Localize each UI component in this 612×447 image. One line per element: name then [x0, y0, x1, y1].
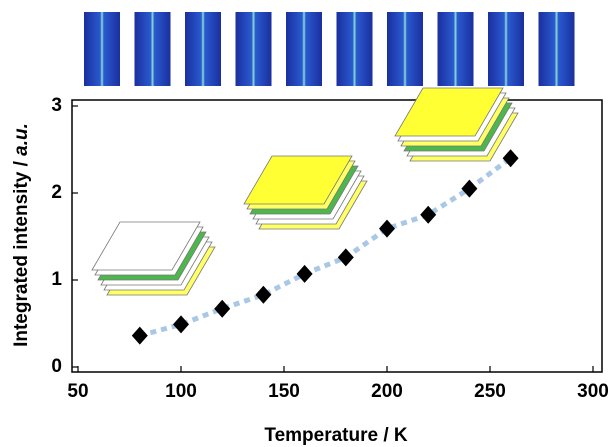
y-tick-label: 2 [51, 182, 62, 203]
data-point [337, 248, 354, 267]
data-point [461, 179, 478, 198]
y-tick-label: 1 [51, 269, 62, 290]
layer [243, 155, 353, 205]
x-tick-label: 100 [165, 381, 197, 402]
layer [91, 221, 201, 271]
data-point [296, 264, 313, 283]
trend-line [139, 156, 513, 339]
diffraction-panel [185, 12, 221, 86]
diffraction-panel [538, 12, 575, 86]
y-tick-label: 0 [51, 356, 62, 377]
data-point [502, 149, 519, 168]
y-tick-label: 3 [51, 95, 62, 116]
diffraction-panel [336, 12, 373, 86]
data-point [255, 285, 272, 304]
data-point [214, 299, 231, 318]
y-axis-label: Integrated intensity / a.u. [11, 123, 32, 347]
diffraction-panel [84, 12, 120, 86]
data-point [173, 315, 189, 334]
diffraction-panel [286, 12, 322, 86]
plot-frame [71, 99, 603, 373]
x-tick-label: 50 [67, 381, 88, 402]
diffraction-panel [488, 12, 524, 86]
y-axis-label-unit: a.u. [11, 123, 32, 156]
x-axis-label: Temperature / K [264, 425, 408, 446]
diffraction-panel [387, 12, 423, 86]
data-point [379, 219, 395, 238]
x-tick-label: 250 [474, 381, 506, 402]
layer [394, 87, 504, 137]
x-tick-label: 200 [371, 381, 403, 402]
diffraction-images [84, 12, 575, 86]
diffraction-panel [134, 12, 171, 86]
data-point [420, 205, 437, 224]
x-tick-label: 300 [577, 381, 609, 402]
layer-illustrations [91, 87, 519, 296]
diffraction-panel [235, 12, 272, 86]
y-axis-label-text: Integrated intensity / [11, 156, 32, 347]
data-point [131, 326, 148, 345]
x-tick-label: 150 [268, 381, 300, 402]
diffraction-panel [437, 12, 474, 86]
